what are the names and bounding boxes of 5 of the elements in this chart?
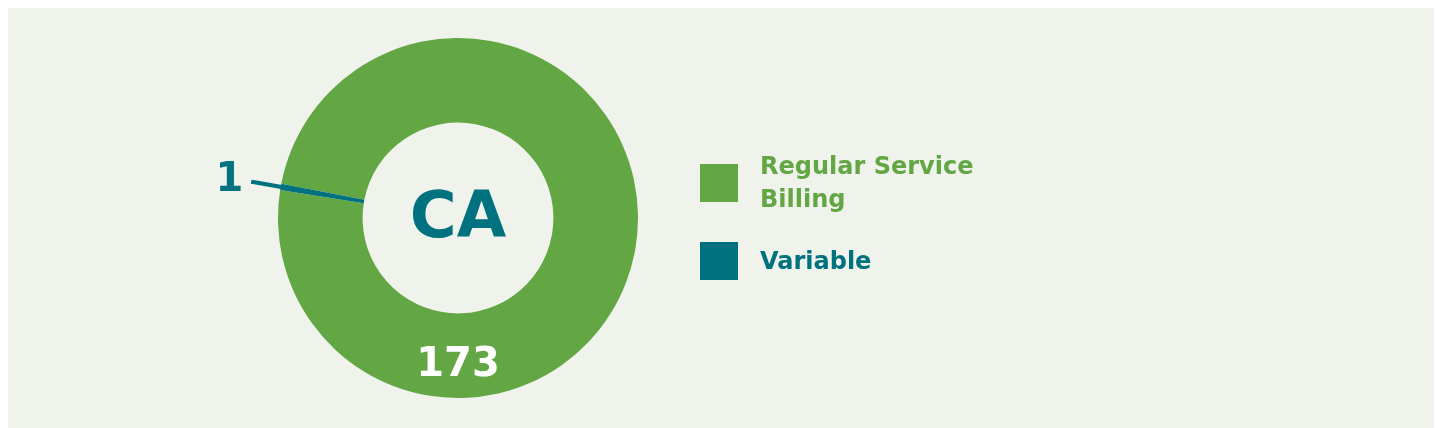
legend-label: Regular Service Billing [760,151,975,215]
legend-label: Variable [760,245,872,277]
data-label: 1 [215,153,244,200]
data-label: 173 [416,339,500,386]
text: CA [409,177,507,252]
